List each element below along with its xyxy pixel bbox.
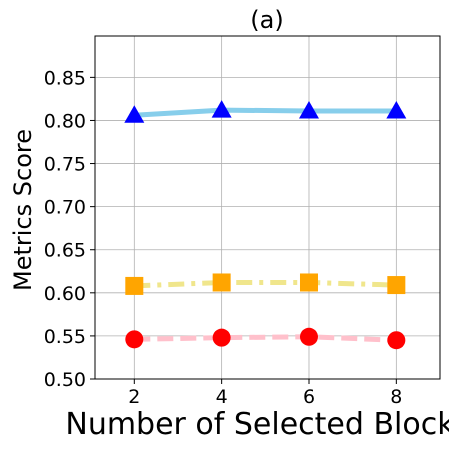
series-layer: [124, 100, 407, 350]
series-square: [125, 273, 406, 295]
y-tick-label: 0.55: [44, 326, 86, 348]
data-point-triangle: [124, 105, 145, 123]
x-tick-label: 4: [216, 386, 228, 408]
chart-title: (a): [250, 6, 283, 34]
plot-frame: [94, 35, 441, 380]
data-point-circle: [299, 327, 318, 346]
data-point-circle: [125, 330, 144, 349]
series-line: [134, 279, 397, 289]
series-line: [134, 107, 397, 118]
series-triangle: [124, 100, 407, 123]
x-tick-label: 2: [128, 386, 140, 408]
y-tick-label: 0.70: [44, 197, 86, 219]
data-point-circle: [212, 328, 231, 347]
data-point-circle: [387, 331, 406, 350]
x-tick-label: 8: [390, 386, 402, 408]
data-point-square: [299, 273, 318, 292]
y-tick-label: 0.50: [44, 369, 86, 391]
data-point-triangle: [211, 100, 232, 118]
y-tick-label: 0.60: [44, 283, 86, 305]
y-tick-label: 0.75: [44, 154, 86, 176]
y-tick-label: 0.80: [44, 110, 86, 132]
data-point-square: [212, 273, 231, 292]
x-axis-label: Number of Selected Block: [65, 407, 449, 442]
data-point-square: [125, 276, 144, 295]
y-tick-label: 0.85: [44, 67, 86, 89]
y-tick-label: 0.65: [44, 240, 86, 262]
series-circle: [125, 327, 406, 350]
data-point-triangle: [298, 100, 319, 119]
tick-layer: 2 4 6 8 0.50 0.55 0.60 0.65 0.70 0.75 0.80 0.85: [44, 67, 403, 408]
data-point-triangle: [386, 100, 407, 119]
y-axis-label: Metrics Score: [9, 129, 37, 291]
grid-lines: [95, 36, 440, 380]
data-point-square: [387, 276, 406, 295]
x-tick-label: 6: [303, 386, 315, 408]
series-line: [134, 334, 397, 343]
